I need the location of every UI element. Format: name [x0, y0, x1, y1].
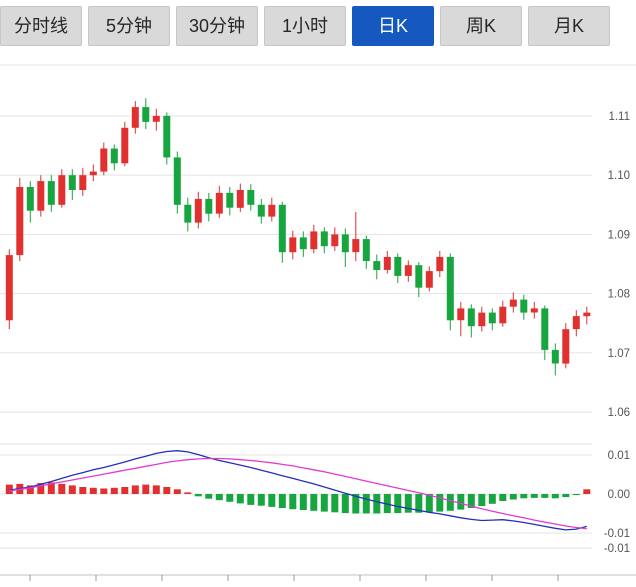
kline-chart-area: 1.11 1.10 1.09 1.08 1.07 1.06 0.01 0.00 -0.01 -0.…	[0, 52, 636, 582]
timeframe-tabbar: 分时线 5分钟 30分钟 1小时 日K 周K 月K	[0, 0, 636, 52]
tab-1hour[interactable]: 1小时	[264, 6, 346, 46]
svg-text:1.06: 1.06	[608, 407, 630, 419]
svg-text:0.00: 0.00	[608, 489, 630, 501]
tab-30min[interactable]: 30分钟	[176, 6, 258, 46]
tab-monthly-k[interactable]: 月K	[528, 6, 610, 46]
tab-minute-line[interactable]: 分时线	[0, 6, 82, 46]
svg-text:1.10: 1.10	[608, 170, 630, 182]
svg-text:1.08: 1.08	[608, 289, 630, 301]
tab-daily-k[interactable]: 日K	[352, 6, 434, 46]
svg-text:1.07: 1.07	[608, 348, 630, 360]
svg-text:-0.01: -0.01	[604, 543, 630, 555]
tab-weekly-k[interactable]: 周K	[440, 6, 522, 46]
tab-5min[interactable]: 5分钟	[88, 6, 170, 46]
svg-text:1.11: 1.11	[608, 111, 630, 123]
svg-text:1.09: 1.09	[608, 229, 630, 241]
svg-text:-0.01: -0.01	[604, 528, 630, 540]
svg-text:0.01: 0.01	[608, 450, 630, 462]
kline-chart[interactable]: 1.11 1.10 1.09 1.08 1.07 1.06 0.01 0.00 -0.01 -0.…	[0, 52, 636, 582]
